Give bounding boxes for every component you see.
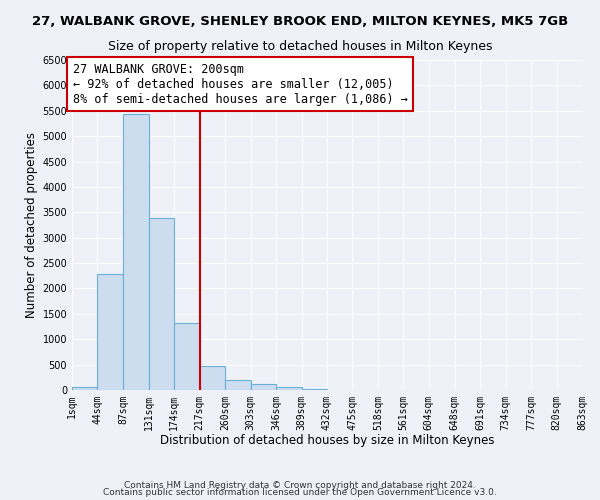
Bar [302, 389, 327, 390]
X-axis label: Distribution of detached houses by size in Milton Keynes: Distribution of detached houses by size … [160, 434, 494, 448]
Text: Contains HM Land Registry data © Crown copyright and database right 2024.: Contains HM Land Registry data © Crown c… [124, 480, 476, 490]
Bar [225, 380, 251, 390]
Text: 27, WALBANK GROVE, SHENLEY BROOK END, MILTON KEYNES, MK5 7GB: 27, WALBANK GROVE, SHENLEY BROOK END, MI… [32, 15, 568, 28]
Bar [97, 274, 123, 390]
Bar [251, 384, 276, 390]
Text: Contains public sector information licensed under the Open Government Licence v3: Contains public sector information licen… [103, 488, 497, 497]
Bar [200, 366, 225, 390]
Bar [276, 387, 302, 390]
Bar [72, 387, 97, 390]
Bar [149, 218, 175, 390]
Text: 27 WALBANK GROVE: 200sqm
← 92% of detached houses are smaller (12,005)
8% of sem: 27 WALBANK GROVE: 200sqm ← 92% of detach… [73, 62, 407, 106]
Bar [175, 324, 200, 390]
Bar [123, 114, 149, 390]
Text: Size of property relative to detached houses in Milton Keynes: Size of property relative to detached ho… [108, 40, 492, 53]
Y-axis label: Number of detached properties: Number of detached properties [25, 132, 38, 318]
